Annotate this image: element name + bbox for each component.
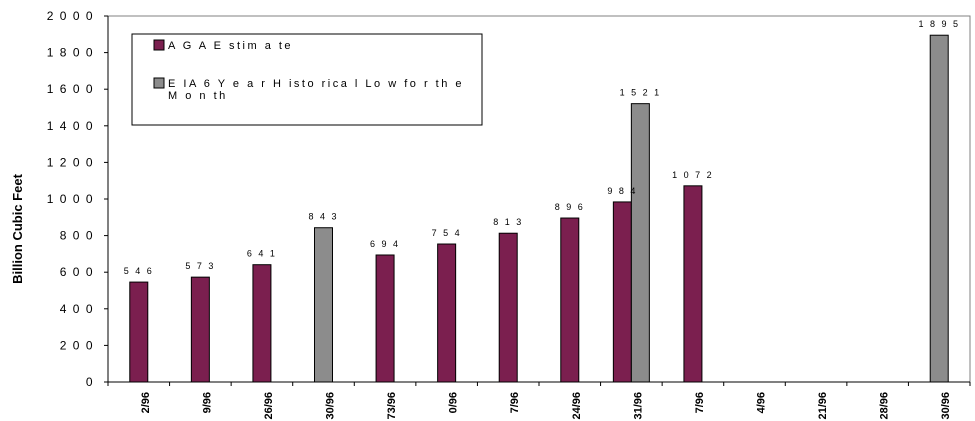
bar-aga-estimate — [498, 232, 518, 383]
data-label: 9 8 4 — [607, 186, 637, 196]
x-tick-label: 73/96 — [386, 392, 398, 420]
y-tick-label: 2 0 0 — [60, 338, 94, 352]
bar-eia-historical-low — [314, 227, 333, 383]
legend-swatch — [153, 77, 165, 89]
y-tick-label: 2 0 0 0 — [47, 9, 94, 23]
bar-aga-estimate — [437, 243, 457, 383]
bars — [129, 34, 949, 383]
bar-aga-estimate — [129, 281, 149, 383]
bar-aga-estimate — [375, 254, 395, 383]
y-tick-label: 1 6 0 0 — [47, 82, 94, 96]
x-tick-label: 30/96 — [325, 392, 337, 420]
data-label: 1 8 9 5 — [918, 19, 960, 29]
x-tick-label: 9/96 — [201, 392, 213, 413]
data-label: 1 0 7 2 — [672, 170, 714, 180]
y-axis-label: Billion Cubic Feet — [10, 173, 25, 283]
bar-aga-estimate — [683, 185, 703, 383]
x-tick-label: 21/96 — [817, 392, 829, 420]
y-tick-label: 8 0 0 — [60, 229, 94, 243]
y-tick-label: 0 — [86, 375, 94, 389]
legend-swatch — [153, 39, 165, 51]
x-tick-label: 28/96 — [879, 392, 891, 420]
data-label: 5 7 3 — [185, 261, 215, 271]
x-tick-label: 0/96 — [448, 392, 460, 413]
data-label: 6 4 1 — [247, 249, 277, 259]
bar-aga-estimate — [612, 201, 632, 383]
legend-label: M o n th — [168, 90, 228, 102]
y-tick-label: 4 0 0 — [60, 302, 94, 316]
data-label: 1 5 2 1 — [620, 88, 662, 98]
x-tick-label: 7/96 — [509, 392, 521, 413]
legend-box — [131, 33, 483, 126]
data-labels: 5 4 6 5 7 3 6 4 1 8 4 3 6 9 4 7 5 4 8 1 3 8 9 6… — [124, 19, 960, 276]
x-tick-label: 26/96 — [263, 392, 275, 420]
x-tick-label: 24/96 — [571, 392, 583, 420]
bar-aga-estimate — [252, 264, 272, 383]
data-label: 8 1 3 — [493, 217, 523, 227]
data-label: 8 4 3 — [308, 212, 338, 222]
legend: A G A E stim a te E IA 6 Y e a r H isto r… — [131, 33, 483, 126]
x-tick-label: 2/96 — [140, 392, 152, 413]
y-axis-ticks: 0 2 0 0 4 0 0 6 0 0 8 0 0 1 0 0 0 1 2 0 0 1 4 0… — [47, 9, 108, 389]
y-tick-label: 1 8 0 0 — [47, 46, 94, 60]
y-tick-label: 1 2 0 0 — [47, 155, 94, 169]
bar-eia-historical-low — [929, 34, 949, 383]
data-label: 7 5 4 — [432, 228, 462, 238]
data-label: 5 4 6 — [124, 266, 154, 276]
x-axis-ticks: 2/96 9/96 26/96 30/96 73/96 0/96 7/96 24/96 31/9… — [107, 382, 971, 420]
bar-aga-estimate — [190, 276, 210, 383]
bar-eia-historical-low — [630, 103, 650, 383]
data-label: 8 9 6 — [555, 202, 585, 212]
bar-aga-estimate — [560, 217, 580, 383]
y-tick-label: 6 0 0 — [60, 265, 94, 279]
y-tick-label: 1 4 0 0 — [47, 119, 94, 133]
legend-label: E IA 6 Y e a r H isto rica l Lo w fo r t… — [168, 78, 464, 90]
x-tick-label: 4/96 — [756, 392, 768, 413]
data-label: 6 9 4 — [370, 239, 400, 249]
x-tick-label: 31/96 — [632, 392, 644, 420]
legend-label: A G A E stim a te — [168, 40, 293, 52]
x-tick-label: 30/96 — [940, 392, 952, 420]
y-tick-label: 1 0 0 0 — [47, 192, 94, 206]
x-tick-label: 7/96 — [694, 392, 706, 413]
